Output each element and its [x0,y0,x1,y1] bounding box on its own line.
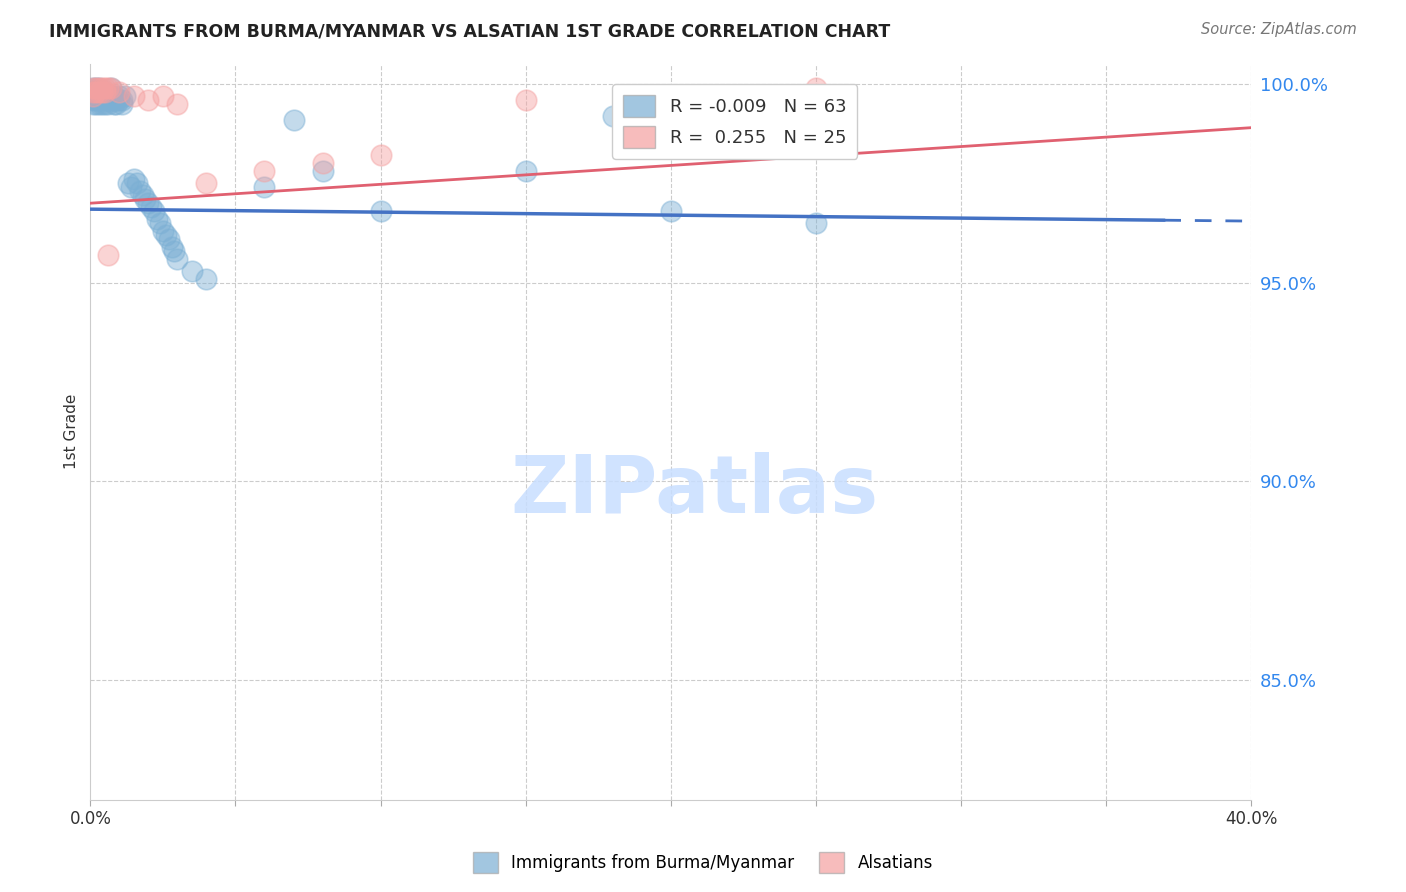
Point [134,192,156,206]
Point [90,85,112,99]
Point [515,93,537,107]
Point [659,204,682,219]
Legend: R = -0.009   N = 63, R =  0.255   N = 25: R = -0.009 N = 63, R = 0.255 N = 25 [612,84,858,159]
Point [97,81,120,95]
Point [84,88,107,103]
Legend: Immigrants from Burma/Myanmar, Alsatians: Immigrants from Burma/Myanmar, Alsatians [467,846,939,880]
Point [82,85,104,99]
Point [100,81,122,95]
Point [84,81,107,95]
Point [138,93,160,107]
Point [100,81,122,95]
Point [152,88,174,103]
Point [163,244,186,258]
Point [515,164,537,178]
Point [253,180,276,194]
Y-axis label: 1st Grade: 1st Grade [65,394,79,469]
Point [283,112,305,127]
Point [125,177,148,191]
Point [82,81,104,95]
Point [94,85,117,99]
Point [94,93,117,107]
Point [131,188,153,202]
Point [108,85,131,99]
Point [87,96,110,111]
Point [804,216,827,230]
Point [166,96,188,111]
Point [108,93,131,107]
Point [94,96,117,111]
Point [111,93,134,107]
Point [111,96,134,111]
Point [97,96,120,111]
Point [128,184,150,198]
Point [602,109,624,123]
Point [84,81,107,95]
Point [90,88,112,103]
Point [97,88,120,103]
Point [84,85,107,99]
Point [84,96,107,111]
Text: IMMIGRANTS FROM BURMA/MYANMAR VS ALSATIAN 1ST GRADE CORRELATION CHART: IMMIGRANTS FROM BURMA/MYANMAR VS ALSATIA… [49,22,890,40]
Point [105,96,128,111]
Point [143,204,166,219]
Point [82,88,104,103]
Point [84,93,107,107]
Point [97,93,120,107]
Point [195,271,218,285]
Point [87,81,110,95]
Point [804,81,827,95]
Point [120,180,142,194]
Point [90,81,112,95]
Point [152,224,174,238]
Point [114,88,136,103]
Point [141,200,163,214]
Point [100,93,122,107]
Point [149,216,172,230]
Point [160,240,183,254]
Point [87,88,110,103]
Point [87,85,110,99]
Point [155,227,177,242]
Point [82,93,104,107]
Point [82,81,104,95]
Point [90,96,112,111]
Point [97,248,120,262]
Point [103,93,125,107]
Point [117,177,139,191]
Point [122,88,145,103]
Point [103,88,125,103]
Point [108,88,131,103]
Point [105,93,128,107]
Point [82,96,104,111]
Point [311,156,333,170]
Point [87,93,110,107]
Point [100,88,122,103]
Point [138,196,160,211]
Point [87,85,110,99]
Point [370,148,392,162]
Point [82,85,104,99]
Point [370,204,392,219]
Point [94,88,117,103]
Point [180,264,202,278]
Point [157,232,180,246]
Point [166,252,188,266]
Point [103,96,125,111]
Point [94,81,117,95]
Point [253,164,276,178]
Point [87,81,110,95]
Point [90,85,112,99]
Point [146,212,169,227]
Point [195,177,218,191]
Text: ZIPatlas: ZIPatlas [510,451,879,530]
Point [311,164,333,178]
Point [122,172,145,186]
Text: Source: ZipAtlas.com: Source: ZipAtlas.com [1201,22,1357,37]
